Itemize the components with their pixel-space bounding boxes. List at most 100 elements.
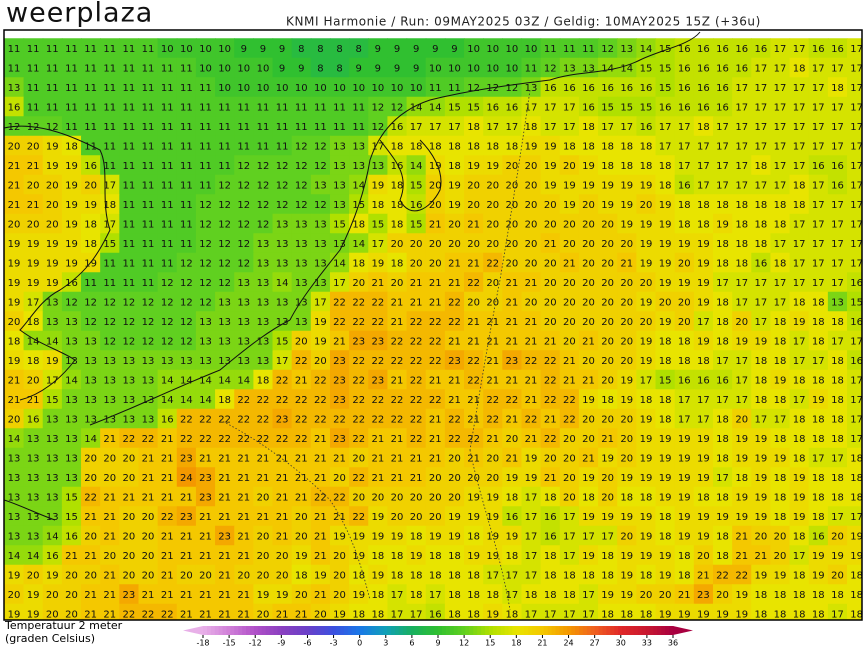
temperature-value: 19: [640, 181, 653, 192]
temperature-cell: [636, 96, 657, 117]
temperature-value: 14: [161, 376, 174, 387]
temperature-value: 18: [563, 142, 576, 153]
colorbar-segment: [614, 626, 619, 635]
temperature-value: 10: [391, 83, 404, 94]
temperature-cell: [329, 155, 350, 176]
temperature-cell: [617, 155, 637, 176]
temperature-value: 18: [601, 551, 614, 562]
temperature-value: 11: [276, 103, 289, 114]
temperature-value: 11: [180, 122, 193, 133]
temperature-cell: [464, 96, 484, 117]
temperature-value: 18: [831, 376, 844, 387]
temperature-value: 18: [295, 571, 308, 582]
temperature-cell: [42, 174, 63, 195]
temperature-value: 20: [563, 239, 576, 250]
temperature-value: 18: [467, 142, 480, 153]
temperature-cell: [138, 38, 159, 59]
temperature-value: 22: [467, 434, 480, 445]
temperature-value: 16: [486, 103, 499, 114]
temperature-value: 19: [371, 571, 384, 582]
temperature-cell: [502, 57, 523, 78]
temperature-value: 11: [65, 122, 78, 133]
temperature-value: 22: [237, 415, 250, 426]
temperature-value: 21: [371, 278, 384, 289]
temperature-value: 15: [659, 64, 672, 75]
temperature-value: 21: [371, 454, 384, 465]
temperature-value: 19: [850, 551, 863, 562]
temperature-cell: [444, 135, 465, 156]
temperature-value: 18: [659, 181, 672, 192]
colorbar-segment: [449, 626, 455, 635]
temperature-cell: [234, 96, 254, 117]
temperature-value: 23: [333, 376, 346, 387]
temperature-cell: [636, 155, 657, 176]
temperature-value: 21: [199, 512, 212, 523]
temperature-cell: [598, 38, 618, 59]
temperature-value: 17: [314, 298, 327, 309]
colorbar-segment: [328, 626, 333, 635]
temperature-value: 20: [8, 590, 21, 601]
temperature-cell: [176, 116, 197, 137]
temperature-value: 12: [295, 161, 308, 172]
temperature-value: 20: [582, 200, 595, 211]
temperature-value: 22: [314, 493, 327, 504]
temperature-value: 13: [46, 415, 59, 426]
temperature-value: 22: [371, 395, 384, 406]
colorbar-segment: [571, 626, 576, 635]
temperature-value: 17: [774, 64, 787, 75]
temperature-value: 16: [65, 532, 78, 543]
temperature-value: 11: [161, 142, 174, 153]
temperature-value: 10: [180, 44, 193, 55]
temperature-value: 20: [601, 337, 614, 348]
temperature-value: 18: [601, 142, 614, 153]
colorbar-segment: [336, 626, 341, 635]
colorbar-segment: [355, 626, 361, 635]
temperature-cell: [847, 116, 862, 137]
temperature-value: 21: [429, 220, 442, 231]
temperature-value: 19: [774, 571, 787, 582]
colorbar-segment: [661, 626, 666, 635]
temperature-value: 18: [448, 551, 461, 562]
temperature-value: 22: [525, 356, 538, 367]
temperature-value: 11: [8, 44, 21, 55]
temperature-value: 13: [620, 44, 633, 55]
temperature-value: 18: [716, 200, 729, 211]
temperature-cell: [770, 155, 791, 176]
temperature-value: 20: [640, 278, 653, 289]
temperature-value: 19: [333, 610, 346, 621]
temperature-value: 11: [199, 122, 212, 133]
temperature-value: 11: [180, 181, 193, 192]
temperature-value: 13: [123, 356, 136, 367]
temperature-value: 13: [218, 356, 231, 367]
temperature-value: 17: [793, 259, 806, 270]
temperature-value: 20: [123, 512, 136, 523]
temperature-value: 16: [544, 83, 557, 94]
temperature-value: 19: [678, 610, 691, 621]
temperature-value: 22: [429, 317, 442, 328]
temperature-value: 20: [84, 571, 97, 582]
temperature-value: 22: [410, 376, 423, 387]
temperature-value: 9: [413, 44, 419, 55]
temperature-value: 17: [812, 181, 825, 192]
colorbar-segment: [210, 626, 216, 635]
temperature-value: 19: [563, 181, 576, 192]
temperature-value: 20: [410, 239, 423, 250]
temperature-value: 21: [525, 395, 538, 406]
temperature-value: 21: [314, 532, 327, 543]
temperature-value: 18: [831, 356, 844, 367]
temperature-cell: [502, 96, 523, 117]
temperature-value: 22: [84, 493, 97, 504]
temperature-value: 20: [601, 259, 614, 270]
temperature-value: 22: [448, 434, 461, 445]
temperature-value: 12: [314, 200, 327, 211]
temperature-value: 19: [27, 259, 40, 270]
temperature-value: 21: [8, 395, 21, 406]
temperature-value: 11: [161, 200, 174, 211]
temperature-value: 17: [716, 395, 729, 406]
temperature-value: 19: [754, 493, 767, 504]
temperature-value: 17: [506, 122, 519, 133]
temperature-value: 19: [448, 532, 461, 543]
temperature-value: 19: [659, 493, 672, 504]
temperature-value: 22: [716, 571, 729, 582]
colorbar-segment: [520, 626, 525, 635]
